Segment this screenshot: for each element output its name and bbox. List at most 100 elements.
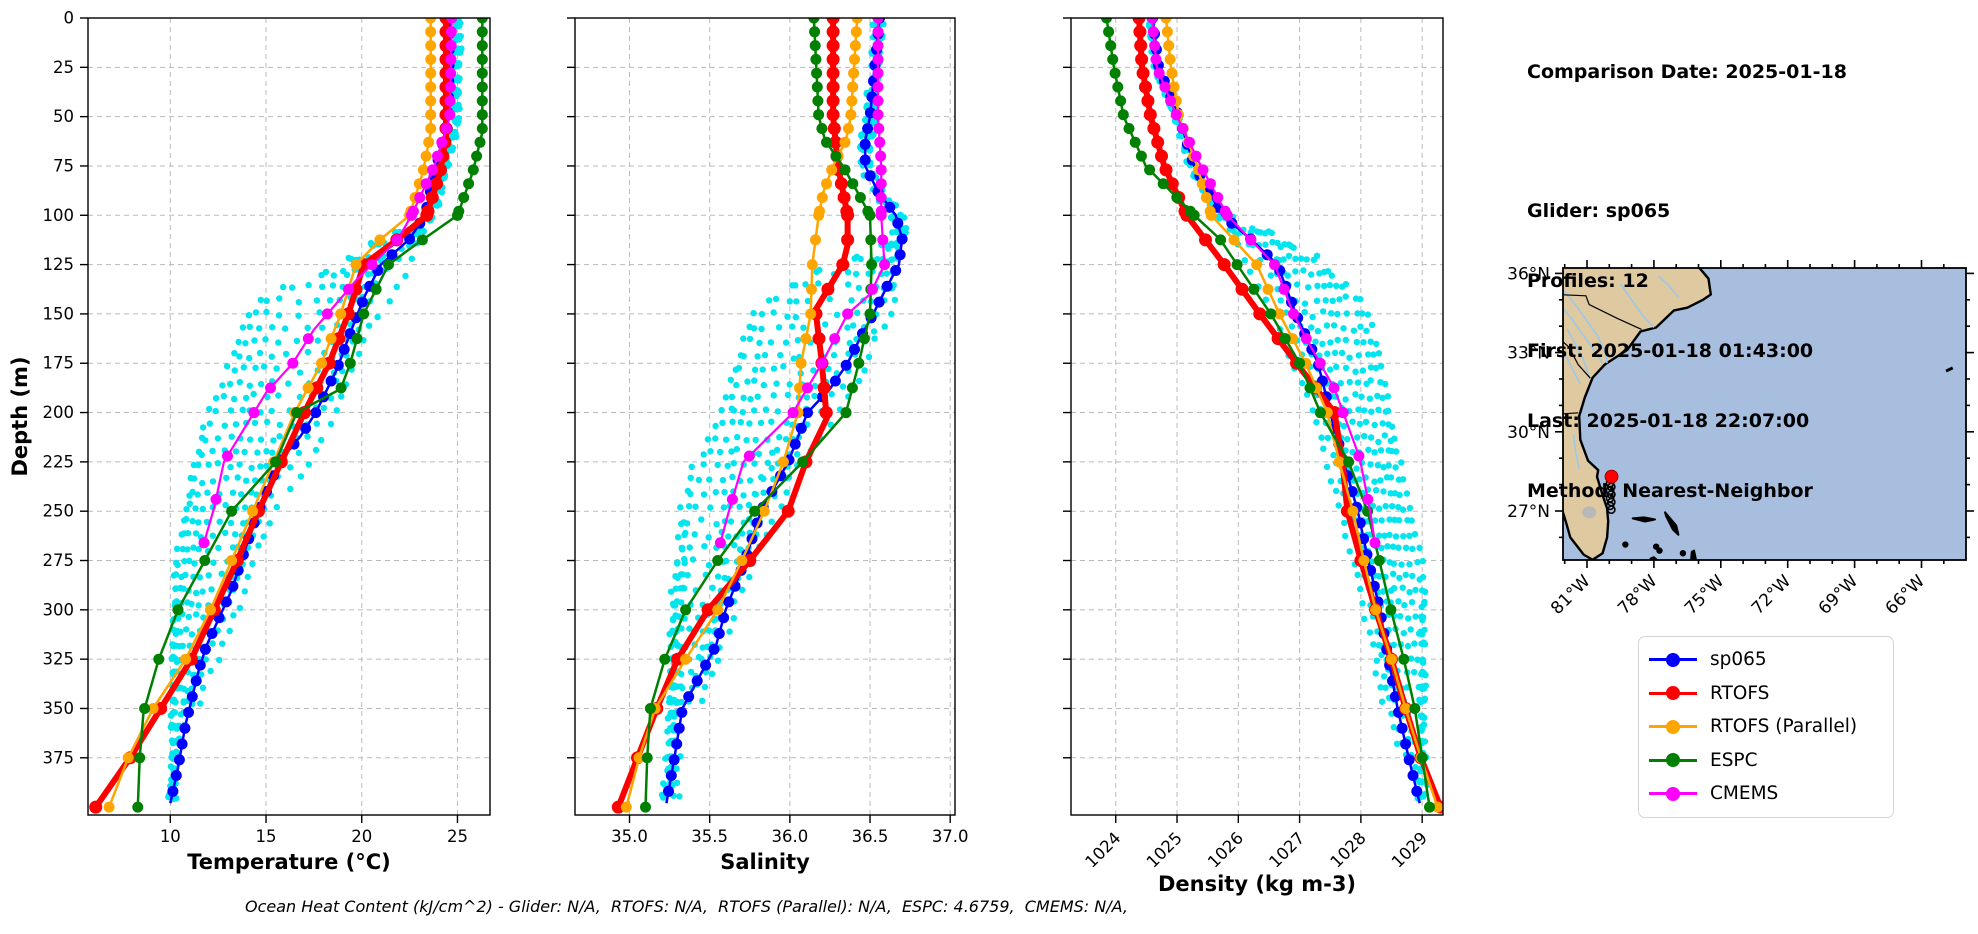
depth-tick-label: 175 bbox=[43, 354, 75, 373]
series-markers bbox=[198, 18, 458, 549]
legend-label: sp065 bbox=[1710, 649, 1767, 671]
depth-tick-label: 375 bbox=[43, 748, 75, 767]
density-tick-label: 1024 bbox=[1081, 828, 1124, 871]
salinity-ticks bbox=[567, 17, 951, 823]
map-lon-tick-label: 66°W bbox=[1882, 571, 1929, 618]
bermuda-island bbox=[1945, 366, 1954, 373]
temperature-series-cmems bbox=[198, 18, 458, 549]
temperature-axis-title: Temperature (°C) bbox=[187, 850, 390, 874]
map-lon-tick-label: 78°W bbox=[1614, 571, 1661, 618]
map-lat-tick-label: 33°N bbox=[1507, 344, 1550, 364]
glider-name-text: Glider: sp065 bbox=[1527, 200, 1671, 223]
salinity-series-sp065 bbox=[663, 18, 908, 804]
salinity-series-area bbox=[611, 18, 910, 814]
info-spacer bbox=[1527, 130, 1847, 153]
series-markers bbox=[132, 18, 488, 813]
salinity-grid bbox=[575, 17, 955, 815]
temperature-axes-frame bbox=[87, 17, 491, 816]
density-tick-label: 1028 bbox=[1327, 828, 1370, 871]
legend-item-cmems: CMEMS bbox=[1649, 777, 1893, 811]
figure-legend: sp065 RTOFS RTOFS (Parallel) ESPC CMEMS bbox=[1638, 636, 1894, 818]
map-lat-tick-label: 30°N bbox=[1507, 423, 1550, 443]
density-series-rtofs-parallel- bbox=[1160, 18, 1443, 813]
map-frame bbox=[1562, 267, 1967, 561]
depth-tick-label: 300 bbox=[43, 600, 75, 619]
river-line bbox=[1566, 328, 1590, 377]
profiles-count-text: Profiles: 12 bbox=[1527, 270, 1649, 293]
salinity-axes-frame bbox=[574, 17, 956, 816]
map-lon-tick-label: 81°W bbox=[1547, 571, 1594, 618]
river-line bbox=[1563, 307, 1604, 364]
legend-item-rtofs: RTOFS bbox=[1649, 677, 1893, 711]
temperature-grid bbox=[88, 17, 490, 815]
density-axis-title: Density (kg m-3) bbox=[1158, 872, 1356, 896]
density-tick-labels: 1024 1025 1026 1027 1028 1029 bbox=[1081, 828, 1431, 871]
density-tick-label: 1025 bbox=[1143, 828, 1186, 871]
river-line bbox=[1619, 283, 1655, 329]
river-line bbox=[1563, 349, 1582, 385]
last-profile-time-text: Last: 2025-01-18 22:07:00 bbox=[1527, 410, 1810, 433]
density-tick-label: 1027 bbox=[1265, 828, 1308, 871]
legend-label: RTOFS (Parallel) bbox=[1710, 716, 1858, 738]
legend-label: RTOFS bbox=[1710, 682, 1770, 704]
salinity-tick-label: 37.0 bbox=[932, 827, 969, 846]
density-axes-frame bbox=[1070, 17, 1444, 816]
map-lat-tick-label: 27°N bbox=[1507, 502, 1550, 522]
bahamas-islands bbox=[1622, 511, 1698, 560]
legend-line-marker-icon bbox=[1649, 686, 1697, 701]
legend-line-marker-icon bbox=[1649, 786, 1697, 801]
temperature-series-espc bbox=[132, 18, 488, 813]
river-line bbox=[1657, 275, 1680, 298]
comparison-info-panel: Comparison Date: 2025-01-18 Glider: sp06… bbox=[1527, 14, 1847, 527]
salinity-tick-label: 35.5 bbox=[691, 827, 728, 846]
legend-item-rtofs-parallel-: RTOFS (Parallel) bbox=[1649, 710, 1893, 744]
salinity-panel: 35.0 35.5 36.0 36.5 37.0 Salinity bbox=[567, 17, 969, 874]
map-lon-tick-label: 72°W bbox=[1748, 571, 1795, 618]
temperature-panel: 0 25 50 75 100 125 150 175 200 225 250 275 300 325 350… bbox=[43, 9, 491, 874]
method-text: Method: Nearest-Neighbor bbox=[1527, 479, 1813, 502]
depth-tick-label: 350 bbox=[43, 699, 75, 718]
series-markers bbox=[714, 18, 890, 549]
salinity-series-cmems bbox=[714, 18, 890, 549]
temperature-tick-labels: 0 25 50 75 100 125 150 175 200 225 250 275 300 325 350… bbox=[43, 9, 468, 847]
temperature-tick-label: 25 bbox=[447, 827, 468, 846]
series-markers bbox=[1101, 18, 1435, 813]
map-lat-tick-label: 36°N bbox=[1507, 264, 1550, 284]
salinity-tick-label: 35.0 bbox=[611, 827, 648, 846]
depth-tick-label: 25 bbox=[53, 58, 74, 77]
temperature-tick-label: 10 bbox=[160, 827, 181, 846]
series-markers bbox=[1160, 18, 1443, 813]
density-panel: 1024 1025 1026 1027 1028 1029 Density (kg m-3) bbox=[1063, 17, 1444, 896]
series-markers bbox=[663, 18, 908, 797]
salinity-tick-label: 36.0 bbox=[771, 827, 808, 846]
river-line bbox=[1572, 434, 1580, 469]
first-profile-time-text: First: 2025-01-18 01:43:00 bbox=[1527, 340, 1814, 363]
temperature-tick-label: 15 bbox=[256, 827, 277, 846]
depth-tick-label: 225 bbox=[43, 452, 75, 471]
density-ticks bbox=[1063, 17, 1423, 823]
temperature-tick-label: 20 bbox=[351, 827, 372, 846]
salinity-tick-labels: 35.0 35.5 36.0 36.5 37.0 bbox=[611, 827, 968, 846]
river-line bbox=[1563, 288, 1608, 364]
depth-tick-label: 325 bbox=[43, 650, 75, 669]
temperature-ticks bbox=[80, 17, 459, 823]
glider-position-marker bbox=[1604, 469, 1619, 484]
depth-tick-label: 250 bbox=[43, 502, 75, 521]
density-glider-profiles-scatter bbox=[1145, 18, 1431, 802]
map-ticks bbox=[1555, 260, 1974, 568]
ocean-heat-content-caption: Ocean Heat Content (kJ/cm^2) - Glider: N… bbox=[245, 897, 1128, 916]
salinity-series-rtofs-parallel- bbox=[620, 18, 863, 813]
depth-tick-label: 50 bbox=[53, 107, 74, 126]
legend-label: CMEMS bbox=[1710, 783, 1779, 805]
depth-tick-label: 125 bbox=[43, 255, 75, 274]
legend-line-marker-icon bbox=[1649, 719, 1697, 734]
legend-line-marker-icon bbox=[1649, 753, 1697, 768]
state-border-line bbox=[1563, 294, 1642, 330]
depth-tick-label: 100 bbox=[43, 206, 75, 225]
depth-tick-label: 200 bbox=[43, 403, 75, 422]
series-markers bbox=[620, 18, 863, 813]
depth-tick-label: 0 bbox=[64, 9, 75, 28]
lake-okeechobee bbox=[1582, 506, 1597, 519]
depth-tick-label: 150 bbox=[43, 304, 75, 323]
